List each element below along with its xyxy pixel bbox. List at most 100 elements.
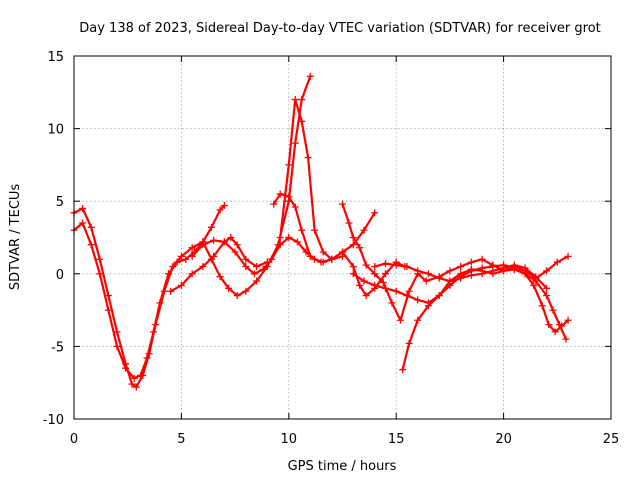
data-point bbox=[233, 241, 241, 249]
y-tick-label: 15 bbox=[47, 50, 64, 65]
data-point bbox=[457, 263, 465, 271]
data-point bbox=[291, 139, 299, 147]
data-point bbox=[467, 258, 475, 266]
series-layer bbox=[70, 72, 572, 391]
data-point bbox=[422, 277, 430, 285]
data-point bbox=[188, 244, 196, 252]
data-point bbox=[403, 263, 411, 271]
data-point bbox=[371, 281, 379, 289]
series-arc-9 bbox=[399, 261, 572, 374]
data-point bbox=[87, 223, 95, 231]
data-point bbox=[177, 252, 185, 260]
series-line bbox=[72, 75, 312, 380]
data-point bbox=[242, 255, 250, 263]
data-point bbox=[381, 260, 389, 268]
series-arc-5 bbox=[270, 190, 409, 300]
data-point bbox=[317, 258, 325, 266]
data-point bbox=[188, 270, 196, 278]
series-arc-10 bbox=[371, 260, 551, 292]
data-point bbox=[371, 263, 379, 271]
data-point bbox=[349, 234, 357, 241]
data-point bbox=[210, 252, 218, 260]
y-tick-labels: -10 -5 0 5 10 15 bbox=[43, 50, 64, 428]
data-point bbox=[381, 284, 389, 292]
data-point bbox=[396, 316, 404, 324]
data-point bbox=[306, 72, 314, 80]
y-tick-label: 0 bbox=[56, 268, 64, 283]
data-point bbox=[521, 264, 529, 272]
series-arc-7 bbox=[339, 200, 572, 324]
x-tick-label: 25 bbox=[603, 432, 620, 447]
data-point bbox=[564, 252, 572, 260]
plot-frame bbox=[73, 55, 612, 420]
data-point bbox=[339, 200, 346, 208]
data-point bbox=[79, 219, 87, 227]
data-point bbox=[392, 287, 400, 295]
data-point bbox=[328, 255, 336, 263]
data-point bbox=[96, 270, 104, 278]
y-tick-label: 5 bbox=[56, 195, 64, 210]
data-point bbox=[216, 273, 224, 281]
data-point bbox=[128, 380, 136, 388]
data-point bbox=[270, 200, 278, 208]
series-arc-6 bbox=[276, 96, 346, 263]
data-point bbox=[216, 206, 224, 214]
data-point bbox=[291, 96, 299, 104]
data-point bbox=[435, 292, 443, 300]
ticks bbox=[73, 55, 612, 420]
series-arc-2 bbox=[70, 72, 314, 382]
data-point bbox=[446, 267, 454, 275]
data-point bbox=[113, 342, 121, 350]
data-point bbox=[349, 241, 357, 249]
series-line bbox=[341, 203, 570, 322]
data-point bbox=[553, 258, 561, 266]
data-point bbox=[311, 226, 319, 234]
data-point bbox=[156, 299, 164, 307]
y-tick-label: -5 bbox=[51, 340, 64, 355]
data-point bbox=[371, 209, 379, 217]
data-point bbox=[304, 154, 312, 162]
data-point bbox=[414, 267, 422, 275]
data-point bbox=[122, 364, 130, 372]
data-point bbox=[362, 261, 370, 269]
data-point bbox=[173, 258, 181, 266]
data-point bbox=[298, 117, 306, 125]
data-point bbox=[362, 292, 370, 300]
data-point bbox=[405, 339, 413, 347]
data-point bbox=[285, 193, 293, 201]
data-point bbox=[250, 270, 258, 278]
data-point bbox=[188, 252, 196, 260]
data-point bbox=[79, 204, 87, 212]
data-point bbox=[405, 287, 413, 295]
data-point bbox=[538, 302, 546, 310]
series-arc-4 bbox=[167, 234, 271, 295]
x-tick-label: 10 bbox=[281, 432, 298, 447]
data-point bbox=[446, 277, 454, 285]
data-point bbox=[339, 252, 346, 260]
grid bbox=[74, 56, 611, 419]
data-point bbox=[510, 261, 518, 269]
y-tick-label: 10 bbox=[47, 123, 64, 138]
data-point bbox=[549, 306, 557, 314]
data-point bbox=[500, 264, 508, 272]
y-axis-label: SDTVAR / TECUs bbox=[8, 184, 23, 291]
x-tick-label: 0 bbox=[70, 432, 78, 447]
data-point bbox=[293, 238, 301, 246]
data-point bbox=[137, 371, 145, 379]
data-point bbox=[268, 255, 276, 263]
data-point bbox=[543, 267, 551, 275]
data-point bbox=[96, 255, 104, 263]
data-point bbox=[253, 277, 261, 285]
data-point bbox=[130, 374, 138, 382]
data-point bbox=[564, 316, 572, 324]
data-point bbox=[414, 296, 422, 304]
data-point bbox=[242, 263, 250, 271]
data-point bbox=[551, 328, 559, 336]
data-point bbox=[379, 279, 387, 287]
x-tick-label: 20 bbox=[495, 432, 512, 447]
x-tick-labels: 0 5 10 15 20 25 bbox=[70, 432, 619, 447]
data-point bbox=[285, 234, 293, 241]
data-point bbox=[349, 270, 357, 278]
data-point bbox=[233, 292, 241, 300]
